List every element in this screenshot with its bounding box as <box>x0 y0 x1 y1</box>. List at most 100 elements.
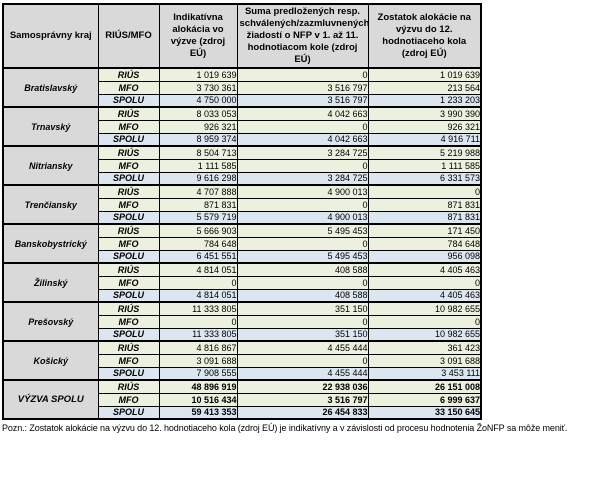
table-row: SPOLU 7 908 555 4 455 444 3 453 111 <box>3 366 482 381</box>
row-type-cell: MFO <box>97 80 160 95</box>
region-cell: Košický <box>2 340 99 381</box>
table-row: Trenčiansky RIÚS 4 707 888 4 900 013 0 <box>2 184 482 225</box>
value-cell: 871 831 <box>367 210 482 225</box>
value-cell: 1 111 585 <box>367 158 482 173</box>
value-cell: 3 284 725 <box>236 145 369 160</box>
table-row: Banskobystrický RIÚS 5 666 903 5 495 453 171… <box>2 223 482 264</box>
table-row: SPOLU 8 959 374 4 042 663 4 916 711 <box>3 132 482 147</box>
page: Samosprávny kraj RIÚS/MFO Indikatívna al… <box>2 3 568 433</box>
value-cell: 0 <box>236 353 369 368</box>
row-type-cell: RIÚS <box>97 262 160 277</box>
region-cell: Banskobystrický <box>2 223 99 264</box>
row-type-cell: SPOLU <box>97 405 160 420</box>
value-cell: 4 405 463 <box>367 262 482 277</box>
row-type-cell: SPOLU <box>97 288 160 303</box>
value-cell: 351 150 <box>236 301 369 316</box>
value-cell: 8 504 713 <box>158 145 238 160</box>
row-type-cell: MFO <box>97 353 160 368</box>
value-cell: 784 648 <box>158 236 238 251</box>
value-cell: 3 091 688 <box>367 353 482 368</box>
value-cell: 0 <box>236 158 369 173</box>
value-cell: 0 <box>236 236 369 251</box>
row-type-cell: MFO <box>97 119 160 134</box>
value-cell: 3 516 797 <box>236 93 369 108</box>
region-cell: Trenčiansky <box>2 184 99 225</box>
table-row: Košický RIÚS 4 816 867 4 455 444 361 423 <box>2 340 482 381</box>
value-cell: 6 451 551 <box>158 249 238 264</box>
footnote: Pozn.: Zostatok alokácie na výzvu do 12.… <box>2 423 568 433</box>
table-row: VÝZVA SPOLU RIÚS 48 896 919 22 938 036 26 15… <box>2 379 482 420</box>
region-cell: VÝZVA SPOLU <box>2 379 99 420</box>
value-cell: 0 <box>367 275 482 290</box>
value-cell: 4 814 051 <box>158 262 238 277</box>
value-cell: 8 033 053 <box>158 106 238 121</box>
row-type-cell: SPOLU <box>97 366 160 381</box>
header-row: Samosprávny kraj RIÚS/MFO Indikatívna al… <box>2 3 482 69</box>
value-cell: 4 814 051 <box>158 288 238 303</box>
row-type-cell: SPOLU <box>97 327 160 342</box>
value-cell: 956 098 <box>367 249 482 264</box>
value-cell: 4 707 888 <box>158 184 238 199</box>
value-cell: 408 588 <box>236 262 369 277</box>
row-type-cell: MFO <box>97 158 160 173</box>
header-remaining-allocation: Zostatok alokácie na výzvu do 12. hodnot… <box>367 3 482 69</box>
value-cell: 3 091 688 <box>158 353 238 368</box>
value-cell: 6 331 573 <box>367 171 482 186</box>
value-cell: 1 019 639 <box>158 67 238 82</box>
header-submitted-sum: Suma predložených resp. schválených/zazm… <box>236 3 369 69</box>
table-row: Žilinský RIÚS 4 814 051 408 588 4 405 463 <box>2 262 482 303</box>
value-cell: 408 588 <box>236 288 369 303</box>
row-type-cell: SPOLU <box>97 132 160 147</box>
value-cell: 10 516 434 <box>158 392 238 407</box>
header-region: Samosprávny kraj <box>2 3 99 69</box>
value-cell: 10 982 655 <box>367 301 482 316</box>
value-cell: 784 648 <box>367 236 482 251</box>
value-cell: 0 <box>236 197 369 212</box>
value-cell: 351 150 <box>236 327 369 342</box>
header-indicative-allocation: Indikatívna alokácia vo výzve (zdroj EÚ) <box>158 3 238 69</box>
table-row: Bratislavský RIÚS 1 019 639 0 1 019 639 <box>2 67 482 108</box>
value-cell: 26 151 008 <box>367 379 482 394</box>
table-row: MFO 0 0 0 <box>3 314 482 329</box>
region-cell: Nitriansky <box>2 145 99 186</box>
value-cell: 1 233 203 <box>367 93 482 108</box>
row-type-cell: SPOLU <box>97 210 160 225</box>
region-cell: Prešovský <box>2 301 99 342</box>
row-type-cell: RIÚS <box>97 379 160 394</box>
table-row: MFO 926 321 0 926 321 <box>3 119 482 134</box>
table-row: SPOLU 4 750 000 3 516 797 1 233 203 <box>3 93 482 108</box>
table-row: Trnavský RIÚS 8 033 053 4 042 663 3 990 390 <box>2 106 482 147</box>
value-cell: 3 730 361 <box>158 80 238 95</box>
row-type-cell: SPOLU <box>97 93 160 108</box>
value-cell: 871 831 <box>158 197 238 212</box>
value-cell: 9 616 298 <box>158 171 238 186</box>
row-type-cell: RIÚS <box>97 340 160 355</box>
header-rius-mfo: RIÚS/MFO <box>97 3 160 69</box>
region-cell: Žilinský <box>2 262 99 303</box>
value-cell: 10 982 655 <box>367 327 482 342</box>
value-cell: 0 <box>236 119 369 134</box>
row-type-cell: RIÚS <box>97 184 160 199</box>
value-cell: 4 405 463 <box>367 288 482 303</box>
value-cell: 171 450 <box>367 223 482 238</box>
row-type-cell: RIÚS <box>97 301 160 316</box>
value-cell: 0 <box>367 184 482 199</box>
row-type-cell: RIÚS <box>97 106 160 121</box>
value-cell: 4 816 867 <box>158 340 238 355</box>
value-cell: 0 <box>236 314 369 329</box>
value-cell: 48 896 919 <box>158 379 238 394</box>
value-cell: 0 <box>158 275 238 290</box>
value-cell: 4 900 013 <box>236 184 369 199</box>
value-cell: 5 666 903 <box>158 223 238 238</box>
row-type-cell: MFO <box>97 314 160 329</box>
value-cell: 4 042 663 <box>236 132 369 147</box>
region-cell: Bratislavský <box>2 67 99 108</box>
row-type-cell: MFO <box>97 236 160 251</box>
value-cell: 0 <box>367 314 482 329</box>
row-type-cell: MFO <box>97 275 160 290</box>
value-cell: 5 495 453 <box>236 223 369 238</box>
value-cell: 3 516 797 <box>236 80 369 95</box>
table-row: SPOLU 9 616 298 3 284 725 6 331 573 <box>3 171 482 186</box>
value-cell: 5 219 988 <box>367 145 482 160</box>
table-body: Bratislavský RIÚS 1 019 639 0 1 019 639 MFO 3 … <box>2 67 482 420</box>
